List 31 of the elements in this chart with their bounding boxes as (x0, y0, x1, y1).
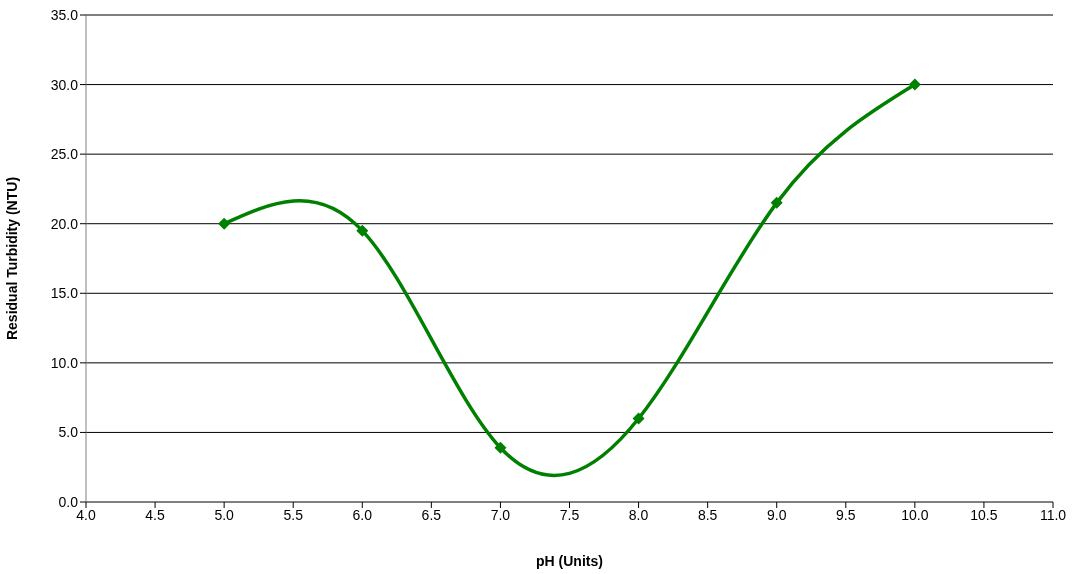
x-tick-label: 10.0 (901, 506, 929, 523)
x-tick-label: 6.5 (421, 506, 442, 523)
y-tick-label: 25.0 (50, 146, 79, 163)
y-tick-label: 20.0 (50, 215, 79, 232)
x-tick-label: 6.0 (352, 506, 373, 523)
y-tick-label: 5.0 (58, 424, 79, 441)
x-tick-label: 10.5 (970, 506, 998, 523)
x-tick-label: 5.0 (214, 506, 235, 523)
y-tick-label: 15.0 (50, 285, 79, 302)
x-axis-title: pH (Units) (536, 553, 603, 569)
point (632, 412, 645, 425)
y-tick-label: 0.0 (58, 493, 79, 510)
x-tick-label: 4.5 (145, 506, 166, 523)
y-tick-label: 10.0 (50, 354, 79, 371)
x-tick-label: 8.5 (697, 506, 718, 523)
point (770, 196, 783, 209)
x-tick-label: 9.5 (836, 506, 856, 523)
x-tick-label: 7.5 (559, 506, 580, 523)
x-tick-label: 5.5 (283, 506, 304, 523)
x-tick-label: 4.0 (76, 506, 96, 523)
y-axis-title: Residual Turbidity (NTU) (3, 176, 20, 341)
x-tick-label: 9.0 (766, 506, 787, 523)
x-tick-label: 7.0 (490, 506, 511, 523)
point (356, 224, 369, 237)
point (908, 78, 921, 91)
x-tick-label: 8.0 (628, 506, 649, 523)
x-tick-label: 11.0 (1039, 506, 1067, 523)
point (494, 441, 507, 454)
y-tick-label: 30.0 (50, 76, 79, 93)
y-tick-label: 35.0 (50, 6, 79, 23)
point (218, 217, 231, 230)
